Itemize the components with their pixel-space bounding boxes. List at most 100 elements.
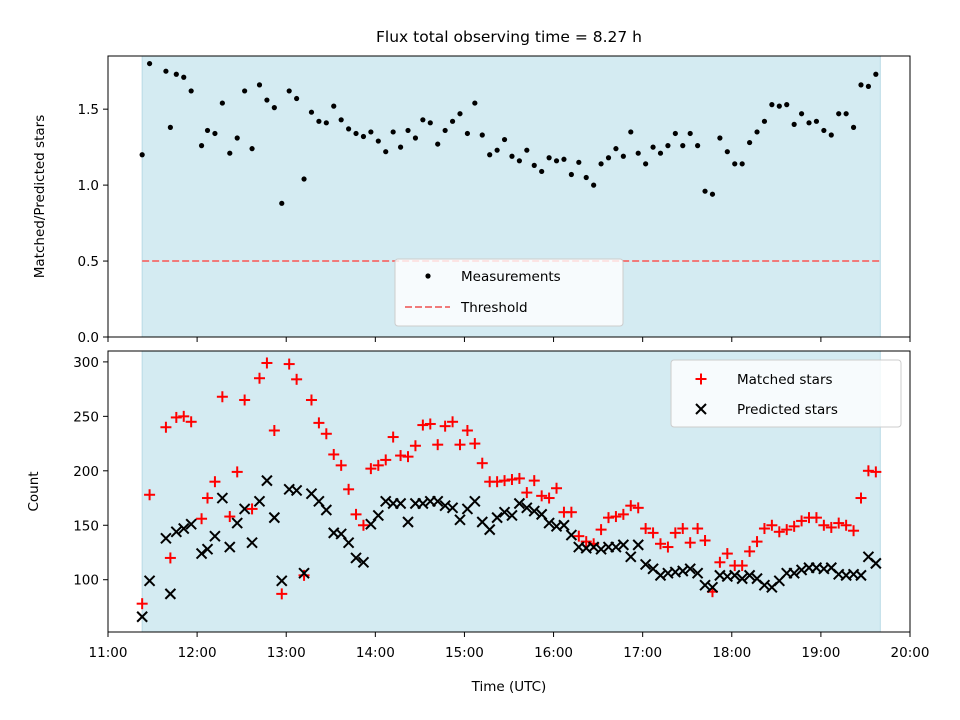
measurement-point [798,111,805,117]
predicted-star-point [587,541,600,553]
predicted-star-point [290,484,303,497]
matched-star-point [395,450,407,462]
ratio-panel: 0.0 0.5 1.0 1.5 Flux total observing time =… [32,28,911,346]
predicted-star-point [136,611,148,623]
matched-star-point [580,536,592,548]
matched-star-point [454,439,466,451]
matched-star-point [736,560,748,572]
predicted-star-point [595,543,607,555]
matched-star-point [810,512,822,524]
measurement-point [687,130,693,137]
predicted-star-point [238,503,251,515]
measurement-point [308,109,315,115]
measurement-point [212,130,218,137]
predicted-star-point [506,509,518,522]
predicted-star-point [231,517,243,529]
measurement-point [397,144,404,150]
measurement-point [427,120,433,126]
predicted-star-point [164,588,177,600]
predicted-star-point [639,558,652,571]
measurement-point [702,188,708,194]
predicted-star-point [691,567,704,579]
matched-star-point [551,482,563,494]
matched-star-point [766,519,778,531]
count-panel: 100 150 200 250 300 11:00 12:00 13:00 14:00 15:0… [26,350,929,695]
matched-star-point [848,525,860,537]
measurement-point [420,117,426,123]
matched-star-point [595,524,607,536]
measurement-point [821,127,827,134]
predicted-star-point [469,495,481,508]
matched-star-point [305,394,317,406]
measurement-point [509,153,515,159]
matched-star-point [424,418,436,430]
measurement-point [850,124,857,130]
x-axis-label: Time (UTC) [471,679,547,695]
matched-star-point [625,500,637,512]
matched-star-point [714,556,726,568]
measurement-point [546,155,552,161]
measurement-point [331,103,337,109]
predicted-star-point [320,504,333,516]
measurement-point [672,130,678,137]
legend-label-predicted: Predicted stars [737,402,838,418]
measurement-point [198,143,205,149]
legend-box [670,359,902,428]
x-tick-label: 13:00 [267,645,306,661]
matched-star-point [632,502,644,514]
measurement-point [368,129,374,135]
matched-star-point [692,523,704,535]
measurement-point [163,68,169,74]
measurement-point [457,111,463,117]
legend-marker-measurements [425,273,431,279]
matched-star-point [224,511,236,523]
measurement-point [598,161,604,167]
predicted-star-point [610,541,622,553]
matched-star-point [543,492,555,504]
matched-star-point [669,527,681,539]
measurement-point [479,132,485,138]
matched-star-point [818,519,830,531]
x-tick-label: 14:00 [356,645,395,661]
measurement-point [776,103,782,109]
matched-star-point [758,523,770,535]
legend-label-matched: Matched stars [737,372,833,388]
x-axis-ticks: 11:00 12:00 13:00 14:00 15:00 16:00 17:00 18:00… [89,632,929,661]
measurement-point [249,146,255,152]
matched-star-point [603,512,615,524]
measurement-point [665,143,671,149]
predicted-star-point [246,536,258,549]
measurement-point [316,118,322,124]
matched-star-point [699,535,711,547]
matched-star-point [357,519,369,531]
matched-star-point [773,526,785,538]
matched-star-point [855,492,867,504]
measurement-point [346,126,352,132]
predicted-star-point [268,511,281,524]
x-axis-ticks [107,337,911,342]
matched-star-point [409,440,421,452]
matched-star-point [610,511,622,523]
x-tick-label: 11:00 [89,645,128,661]
measurement-point [865,83,872,89]
measurement-point [173,71,179,77]
matched-star-point [476,457,488,469]
predicted-star-point [729,569,741,582]
matched-star-point [521,487,533,499]
plot-frame [107,55,911,338]
matched-star-point [261,357,273,369]
measurement-point [264,97,270,103]
measurement-point [472,100,478,106]
predicted-star-point [491,511,503,524]
measurement-point [806,120,812,126]
measurement-point [146,60,153,67]
predicted-star-point [736,572,748,585]
measurement-point [360,133,367,140]
measurement-point [531,162,537,168]
predicted-star-point [498,506,511,518]
predicted-star-point [654,569,667,582]
matched-star-point [387,431,399,443]
y-tick-label: 0.5 [78,254,99,270]
measurement-point [754,129,760,135]
matched-star-point [283,358,295,370]
